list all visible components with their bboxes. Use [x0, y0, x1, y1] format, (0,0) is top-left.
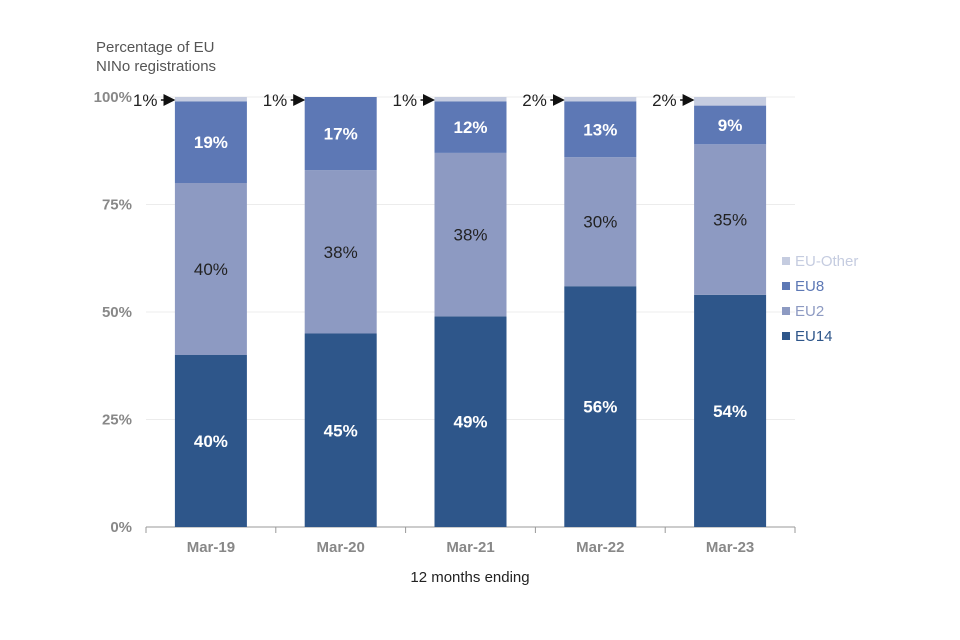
- bar-eu14-mar-19: [174, 355, 247, 527]
- x-tick-label: Mar-20: [317, 539, 365, 556]
- data-label-eu14: 45%: [324, 421, 358, 440]
- data-label-eu-other: 1%: [263, 91, 288, 110]
- legend-label-eu2: EU2: [795, 303, 824, 320]
- y-tick-label: 75%: [102, 197, 132, 214]
- data-label-eu2: 40%: [194, 260, 228, 279]
- y-tick-label: 0%: [110, 519, 132, 536]
- bar-eu14-mar-21: [434, 316, 507, 527]
- legend-label-eu-other: EU-Other: [795, 253, 858, 270]
- data-label-eu14: 49%: [453, 413, 487, 432]
- data-label-eu8: 9%: [718, 116, 743, 135]
- data-label-eu8: 12%: [453, 118, 487, 137]
- x-tick-label: Mar-22: [576, 539, 624, 556]
- x-tick-label: Mar-23: [706, 539, 754, 556]
- data-label-eu2: 30%: [583, 213, 617, 232]
- legend-label-eu8: EU8: [795, 278, 824, 295]
- data-label-eu-other: 2%: [522, 91, 547, 110]
- legend-swatch-eu8: [782, 282, 790, 290]
- y-tick-label: 50%: [102, 304, 132, 321]
- data-label-eu-other: 1%: [133, 91, 158, 110]
- y-axis-title-line-2: NINo registrations: [96, 58, 216, 75]
- data-label-eu8: 17%: [324, 125, 358, 144]
- bar-eu2-mar-23: [694, 144, 767, 295]
- x-tick-label: Mar-19: [187, 539, 235, 556]
- bar-eu14-mar-22: [564, 286, 637, 527]
- data-label-eu14: 56%: [583, 398, 617, 417]
- data-label-eu14: 54%: [713, 402, 747, 421]
- legend-swatch-eu2: [782, 307, 790, 315]
- data-label-eu-other: 1%: [393, 91, 418, 110]
- data-label-eu2: 38%: [453, 226, 487, 245]
- bar-eu8-mar-19: [174, 101, 247, 183]
- bar-eu2-mar-22: [564, 157, 637, 287]
- y-tick-label: 100%: [94, 89, 132, 106]
- legend-swatch-eu14: [782, 332, 790, 340]
- bar-eu8-mar-21: [434, 101, 507, 153]
- x-tick-label: Mar-21: [446, 539, 494, 556]
- legend-label-eu14: EU14: [795, 328, 833, 345]
- bar-eu-other-mar-19: [174, 97, 247, 102]
- data-label-eu2: 35%: [713, 211, 747, 230]
- data-label-eu14: 40%: [194, 432, 228, 451]
- bar-eu2-mar-20: [304, 170, 377, 334]
- data-label-eu8: 13%: [583, 120, 617, 139]
- bar-eu2-mar-19: [174, 183, 247, 355]
- bar-eu-other-mar-21: [434, 97, 507, 102]
- legend-swatch-eu-other: [782, 257, 790, 265]
- bar-eu14-mar-20: [304, 333, 377, 527]
- y-tick-label: 25%: [102, 412, 132, 429]
- y-axis-title-line-1: Percentage of EU: [96, 39, 214, 56]
- bar-eu2-mar-21: [434, 152, 507, 317]
- bar-eu-other-mar-22: [564, 97, 637, 102]
- data-label-eu2: 38%: [324, 243, 358, 262]
- bar-eu-other-mar-23: [694, 97, 767, 106]
- bar-eu8-mar-20: [304, 97, 377, 171]
- data-label-eu-other: 2%: [652, 91, 677, 110]
- bar-eu8-mar-23: [694, 105, 767, 145]
- x-axis-title: 12 months ending: [410, 569, 529, 586]
- data-label-eu8: 19%: [194, 133, 228, 152]
- bar-eu14-mar-23: [694, 294, 767, 527]
- bar-eu8-mar-22: [564, 101, 637, 158]
